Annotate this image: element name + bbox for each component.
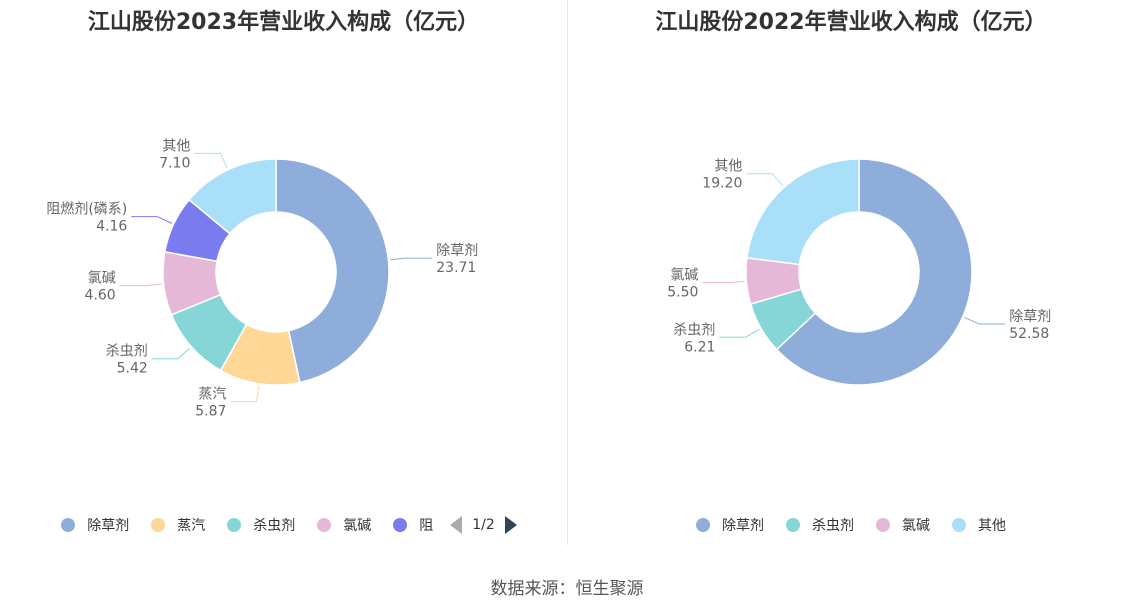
next-page-icon[interactable] [504, 516, 517, 534]
legend-label: 蒸汽 [177, 518, 206, 534]
legend-label: 阻 [419, 518, 434, 534]
legend-dot-icon [151, 518, 166, 532]
legend-label: 除草剂 [722, 518, 764, 534]
label-leader-line [230, 385, 260, 403]
pie-slice[interactable] [275, 158, 390, 384]
pie-slice[interactable] [775, 158, 973, 386]
legend-dot-icon [876, 518, 890, 532]
label-leader-line [390, 257, 433, 261]
panel-divider [567, 0, 568, 545]
legend-item[interactable]: 除草剂 [696, 515, 764, 535]
legend-dot-icon [61, 518, 76, 532]
label-leader-line [702, 280, 745, 284]
slice-label-name: 氯碱 [88, 271, 116, 287]
data-source: 数据来源：恒生聚源 [490, 579, 644, 599]
slice-label-name: 杀虫剂 [673, 322, 715, 338]
legend-item[interactable]: 其他 [952, 515, 1006, 535]
legend-dot-icon [227, 518, 242, 532]
slice-label-name: 其他 [162, 138, 190, 154]
slice-label-value: 6.21 [684, 339, 715, 355]
slice-label-value: 4.60 [85, 288, 116, 304]
label-leader-line [119, 283, 162, 287]
slice-label-name: 除草剂 [1009, 309, 1051, 325]
slice-label-value: 5.87 [195, 404, 226, 420]
legend-item[interactable]: 杀虫剂 [786, 515, 854, 535]
slice-label-value: 4.16 [96, 219, 127, 235]
legend-pager: 1/2 [450, 516, 517, 534]
legend-2023: 除草剂 蒸汽 杀虫剂 氯碱 阻 1/2 [0, 512, 567, 538]
legend-item[interactable]: 氯碱 [876, 515, 930, 535]
slice-label-value: 7.10 [159, 155, 190, 171]
legend-label: 其他 [978, 518, 1006, 534]
label-leader-line [719, 328, 760, 338]
legend-dot-icon [393, 518, 408, 532]
legend-label: 氯碱 [343, 518, 372, 534]
legend-dot-icon [696, 518, 710, 532]
slice-label-name: 氯碱 [670, 268, 698, 284]
legend-2022: 除草剂 杀虫剂 氯碱 其他 [568, 512, 1134, 538]
slice-label-name: 阻燃剂(磷系) [46, 201, 127, 218]
legend-label: 除草剂 [87, 518, 130, 534]
legend-item[interactable]: 除草剂 [61, 515, 129, 535]
legend-dot-icon [786, 518, 800, 532]
pie-slice[interactable] [188, 158, 277, 235]
slice-label-name: 其他 [714, 159, 742, 175]
slice-label-value: 52.58 [1009, 326, 1049, 342]
slice-label-value: 5.42 [117, 361, 148, 377]
label-leader-line [151, 347, 191, 360]
label-leader-line [746, 173, 784, 187]
slice-label-value: 19.20 [702, 176, 742, 192]
slice-label-value: 23.71 [436, 260, 476, 276]
chart-panel-2022: 江山股份2022年营业收入构成（亿元） 除草剂 52.58 杀虫剂 6.21 氯碱 5.5… [568, 0, 1134, 545]
legend-label: 氯碱 [902, 518, 930, 534]
pie-slice[interactable] [746, 158, 860, 266]
chart-panel-2023: 江山股份2023年营业收入构成（亿元） 除草剂 23.71 蒸汽 5.87 杀虫剂 5.4… [0, 0, 567, 545]
legend-dot-icon [952, 518, 966, 532]
slice-label-name: 除草剂 [436, 243, 478, 259]
chart-title-2022: 江山股份2022年营业收入构成（亿元） [655, 10, 1047, 35]
legend-dot-icon [317, 518, 332, 532]
slice-label-name: 杀虫剂 [106, 344, 148, 360]
legend-page-indicator: 1/2 [472, 517, 495, 533]
legend-item[interactable]: 杀虫剂 [227, 515, 295, 535]
slice-label-name: 蒸汽 [198, 387, 226, 403]
legend-item[interactable]: 阻 [393, 515, 433, 535]
label-leader-line [131, 216, 173, 224]
legend-label: 杀虫剂 [253, 518, 296, 534]
legend-item[interactable]: 氯碱 [317, 515, 371, 535]
chart-title-2023: 江山股份2023年营业收入构成（亿元） [87, 10, 480, 35]
label-leader-line [194, 152, 228, 169]
label-leader-line [964, 317, 1006, 325]
slice-label-value: 5.50 [667, 285, 698, 301]
legend-item[interactable]: 蒸汽 [151, 515, 205, 535]
prev-page-icon[interactable] [450, 516, 463, 534]
legend-label: 杀虫剂 [812, 518, 854, 534]
